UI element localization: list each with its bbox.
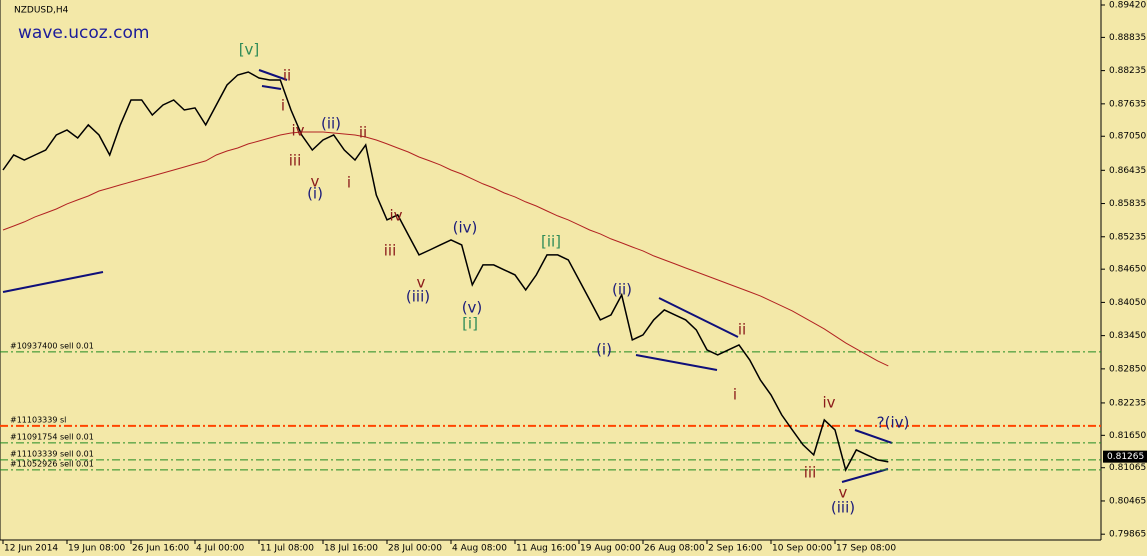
trend-line [261, 85, 282, 90]
y-tick-label: 0.82850 [1109, 364, 1146, 374]
y-tick-label: 0.80465 [1109, 496, 1146, 506]
trend-line [2, 271, 104, 293]
wave-label: ?(iv) [877, 414, 910, 432]
y-tick-label: 0.83450 [1109, 331, 1146, 341]
wave-label: [i] [462, 315, 478, 333]
x-tick-label: 17 Sep 08:00 [836, 544, 896, 554]
x-tick-label: 26 Jun 16:00 [132, 544, 189, 554]
y-tick-label: 0.85835 [1109, 199, 1146, 209]
x-tick-label: 18 Jul 16:00 [324, 544, 378, 554]
x-tick-label: 12 Jun 2014 [4, 544, 58, 554]
order-label: #11103339 sl [10, 415, 66, 424]
wave-label: ii [738, 321, 746, 339]
y-tick-label: 0.88835 [1109, 33, 1146, 43]
y-tick-label: 0.87635 [1109, 99, 1146, 109]
trend-line [854, 429, 893, 444]
wave-label: ii [359, 124, 367, 142]
x-tick-label: 28 Jul 00:00 [388, 544, 442, 554]
trend-line [635, 354, 718, 371]
order-label: #11103339 sell 0.01 [10, 449, 94, 458]
wave-label: iv [291, 122, 304, 140]
x-tick-label: 2 Sep 16:00 [708, 544, 763, 554]
wave-label: v [311, 173, 320, 191]
order-label: #11091754 sell 0.01 [10, 432, 94, 441]
y-tick-label: 0.88235 [1109, 66, 1146, 76]
y-tick-label: 0.82235 [1109, 398, 1146, 408]
wave-label: i [733, 386, 737, 404]
x-tick-label: 4 Aug 08:00 [452, 544, 507, 554]
trend-line [841, 468, 889, 483]
last-price-box [1103, 450, 1147, 463]
wave-label: (iii) [406, 288, 430, 306]
wave-label: ii [283, 67, 291, 85]
y-tick-label: 0.81065 [1109, 463, 1146, 473]
wave-label: i [347, 174, 351, 192]
wave-label: (i) [307, 185, 323, 203]
x-tick-label: 26 Aug 08:00 [644, 544, 705, 554]
y-tick-label: 0.81650 [1109, 431, 1146, 441]
watermark: wave.ucoz.com [18, 23, 149, 43]
wave-label: [ii] [541, 233, 561, 251]
wave-label: [v] [239, 41, 260, 59]
y-tick-label: 0.84650 [1109, 265, 1146, 275]
trend-lines [2, 69, 893, 483]
x-tick-label: 19 Jun 08:00 [68, 544, 125, 554]
y-tick-label: 0.86435 [1109, 166, 1146, 176]
y-tick-label: 0.89420 [1109, 0, 1146, 10]
wave-label: i [281, 97, 285, 115]
chart-title: NZDUSD,H4 [14, 6, 69, 16]
price-line [2, 71, 889, 472]
wave-label: (ii) [612, 281, 632, 299]
wave-label: (v) [462, 299, 483, 317]
wave-label: (ii) [321, 115, 341, 133]
y-tick-label: 0.87050 [1109, 132, 1146, 142]
wave-label: iv [822, 394, 835, 412]
trend-line [258, 69, 288, 81]
wave-label: iii [804, 464, 817, 482]
y-tick-label: 0.84050 [1109, 298, 1146, 308]
wave-label: iv [389, 207, 402, 225]
x-tick-label: 10 Sep 00:00 [772, 544, 832, 554]
wave-label: (i) [596, 341, 612, 359]
y-tick-label: 0.85235 [1109, 232, 1146, 242]
wave-label: (iv) [453, 219, 478, 237]
price-line [2, 131, 889, 367]
x-tick-label: 19 Aug 00:00 [580, 544, 641, 554]
x-tick-label: 4 Jul 00:00 [196, 544, 245, 554]
order-label: #10937400 sell 0.01 [10, 341, 94, 350]
x-tick-label: 11 Jul 08:00 [260, 544, 314, 554]
y-tick-label: 0.79865 [1109, 530, 1146, 540]
x-tick-label: 11 Aug 16:00 [516, 544, 577, 554]
wave-label: v [839, 484, 848, 502]
trend-line [658, 297, 739, 338]
wave-label: iii [289, 152, 302, 170]
wave-label: iii [384, 242, 397, 260]
last-price-label: 0.81265 [1107, 452, 1144, 462]
wave-label: (iii) [831, 499, 855, 517]
wave-label: v [417, 274, 426, 292]
order-label: #11052926 sell 0.01 [10, 459, 94, 468]
annotations: [v] ii i iv iii (ii) ii v (i) i iv iii (… [239, 41, 910, 517]
